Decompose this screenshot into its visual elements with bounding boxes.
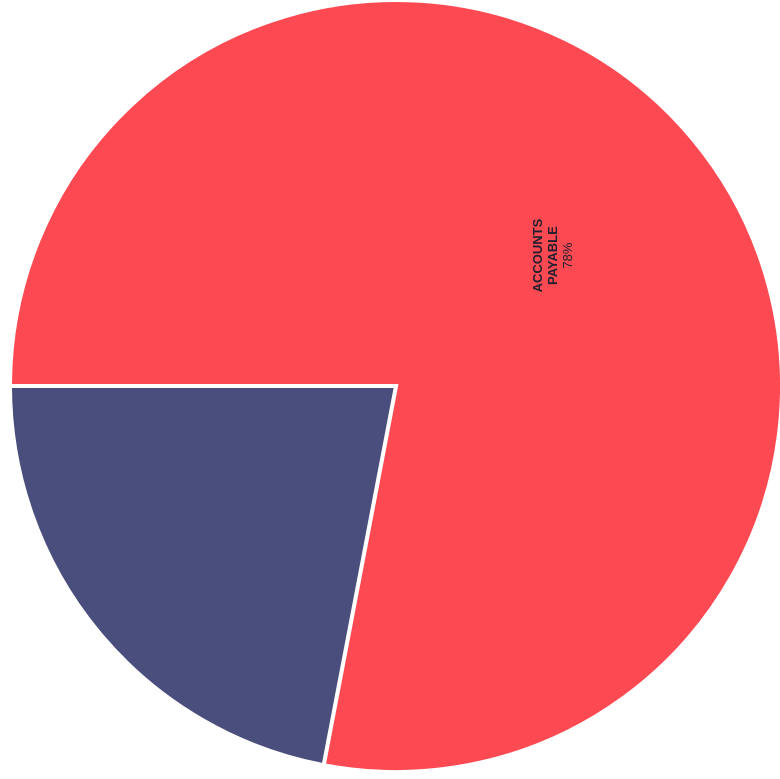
pie-slices [7,0,780,774]
pie-slice-label-0: ACCOUNTS PAYABLE 78% [530,218,575,292]
slice-label-line: ACCOUNTS [530,218,545,292]
pie-labels: ACCOUNTS PAYABLE 78% [530,218,575,292]
slice-value-label: 78% [560,242,575,268]
slice-label-line: PAYABLE [545,226,560,285]
pie-slice-1 [7,384,399,768]
